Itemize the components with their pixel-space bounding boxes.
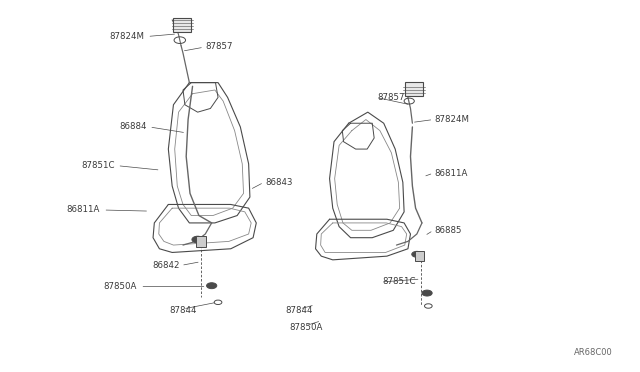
Text: 86842: 86842 xyxy=(152,261,180,270)
Circle shape xyxy=(412,251,422,257)
Circle shape xyxy=(422,290,432,296)
Bar xyxy=(196,236,205,247)
Text: 87850A: 87850A xyxy=(289,323,323,331)
Circle shape xyxy=(207,283,217,289)
Text: 87844: 87844 xyxy=(169,306,196,315)
Text: 86885: 86885 xyxy=(435,226,462,235)
Text: 86843: 86843 xyxy=(266,178,293,187)
Text: AR68C00: AR68C00 xyxy=(574,347,613,357)
Text: 86811A: 86811A xyxy=(435,169,468,177)
Text: 86811A: 86811A xyxy=(67,205,100,215)
Bar xyxy=(415,251,424,261)
Text: 87824M: 87824M xyxy=(110,32,145,41)
Bar xyxy=(173,17,191,32)
Text: 87851C: 87851C xyxy=(81,161,115,170)
Text: 87824M: 87824M xyxy=(435,115,470,124)
Circle shape xyxy=(192,236,204,243)
Text: 87844: 87844 xyxy=(286,306,314,315)
Text: 86884: 86884 xyxy=(119,122,147,131)
Bar xyxy=(404,81,422,96)
Text: 87857: 87857 xyxy=(205,42,233,51)
Text: 87857: 87857 xyxy=(378,93,405,102)
Text: 87851C: 87851C xyxy=(383,278,416,286)
Text: 87850A: 87850A xyxy=(104,282,137,291)
